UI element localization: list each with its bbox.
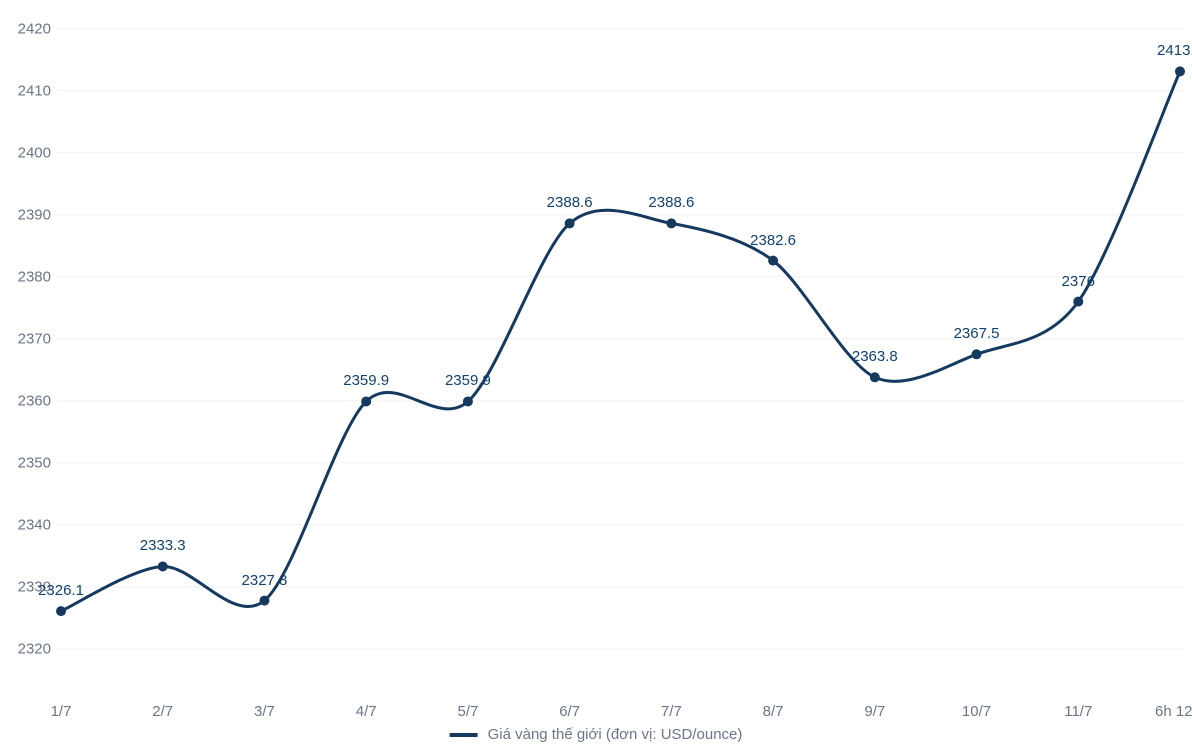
y-tick-label: 2360 (0, 392, 51, 409)
y-tick-label: 2420 (0, 20, 51, 37)
chart-svg (0, 0, 1192, 756)
data-point-label: 2333.3 (140, 537, 186, 554)
data-point-label: 2359.9 (445, 372, 491, 389)
data-point-label: 2388.6 (648, 194, 694, 211)
x-tick-label: 1/7 (51, 703, 72, 720)
x-tick-label: 6/7 (559, 703, 580, 720)
y-tick-label: 2400 (0, 144, 51, 161)
data-point-label: 2363.8 (852, 348, 898, 365)
data-point-label: 2359.9 (343, 372, 389, 389)
x-tick-label: 4/7 (356, 703, 377, 720)
legend-label: Giá vàng thế giới (đơn vị: USD/ounce) (488, 726, 743, 743)
gold-price-chart: 2320233023402350236023702380239024002410… (0, 0, 1192, 756)
y-tick-label: 2320 (0, 640, 51, 657)
x-tick-label: 8/7 (763, 703, 784, 720)
y-tick-label: 2410 (0, 82, 51, 99)
data-point-label: 2326.1 (38, 582, 84, 599)
legend-swatch (450, 733, 478, 737)
x-tick-label: 6h 12/7 (1155, 703, 1192, 720)
y-tick-label: 2370 (0, 330, 51, 347)
data-point-label: 2327.8 (242, 572, 288, 589)
x-tick-label: 2/7 (152, 703, 173, 720)
data-point-label: 2388.6 (547, 194, 593, 211)
x-tick-label: 10/7 (962, 703, 991, 720)
x-tick-label: 3/7 (254, 703, 275, 720)
x-tick-label: 7/7 (661, 703, 682, 720)
y-tick-label: 2340 (0, 516, 51, 533)
chart-legend: Giá vàng thế giới (đơn vị: USD/ounce) (450, 726, 743, 743)
data-point-label: 2376 (1062, 273, 1095, 290)
x-tick-label: 9/7 (864, 703, 885, 720)
x-tick-label: 5/7 (457, 703, 478, 720)
data-point-label: 2413.1 (1157, 42, 1192, 59)
x-tick-label: 11/7 (1064, 703, 1092, 720)
y-tick-label: 2390 (0, 206, 51, 223)
data-point-label: 2382.6 (750, 232, 796, 249)
data-point-label: 2367.5 (954, 325, 1000, 342)
y-tick-label: 2380 (0, 268, 51, 285)
y-tick-label: 2350 (0, 454, 51, 471)
